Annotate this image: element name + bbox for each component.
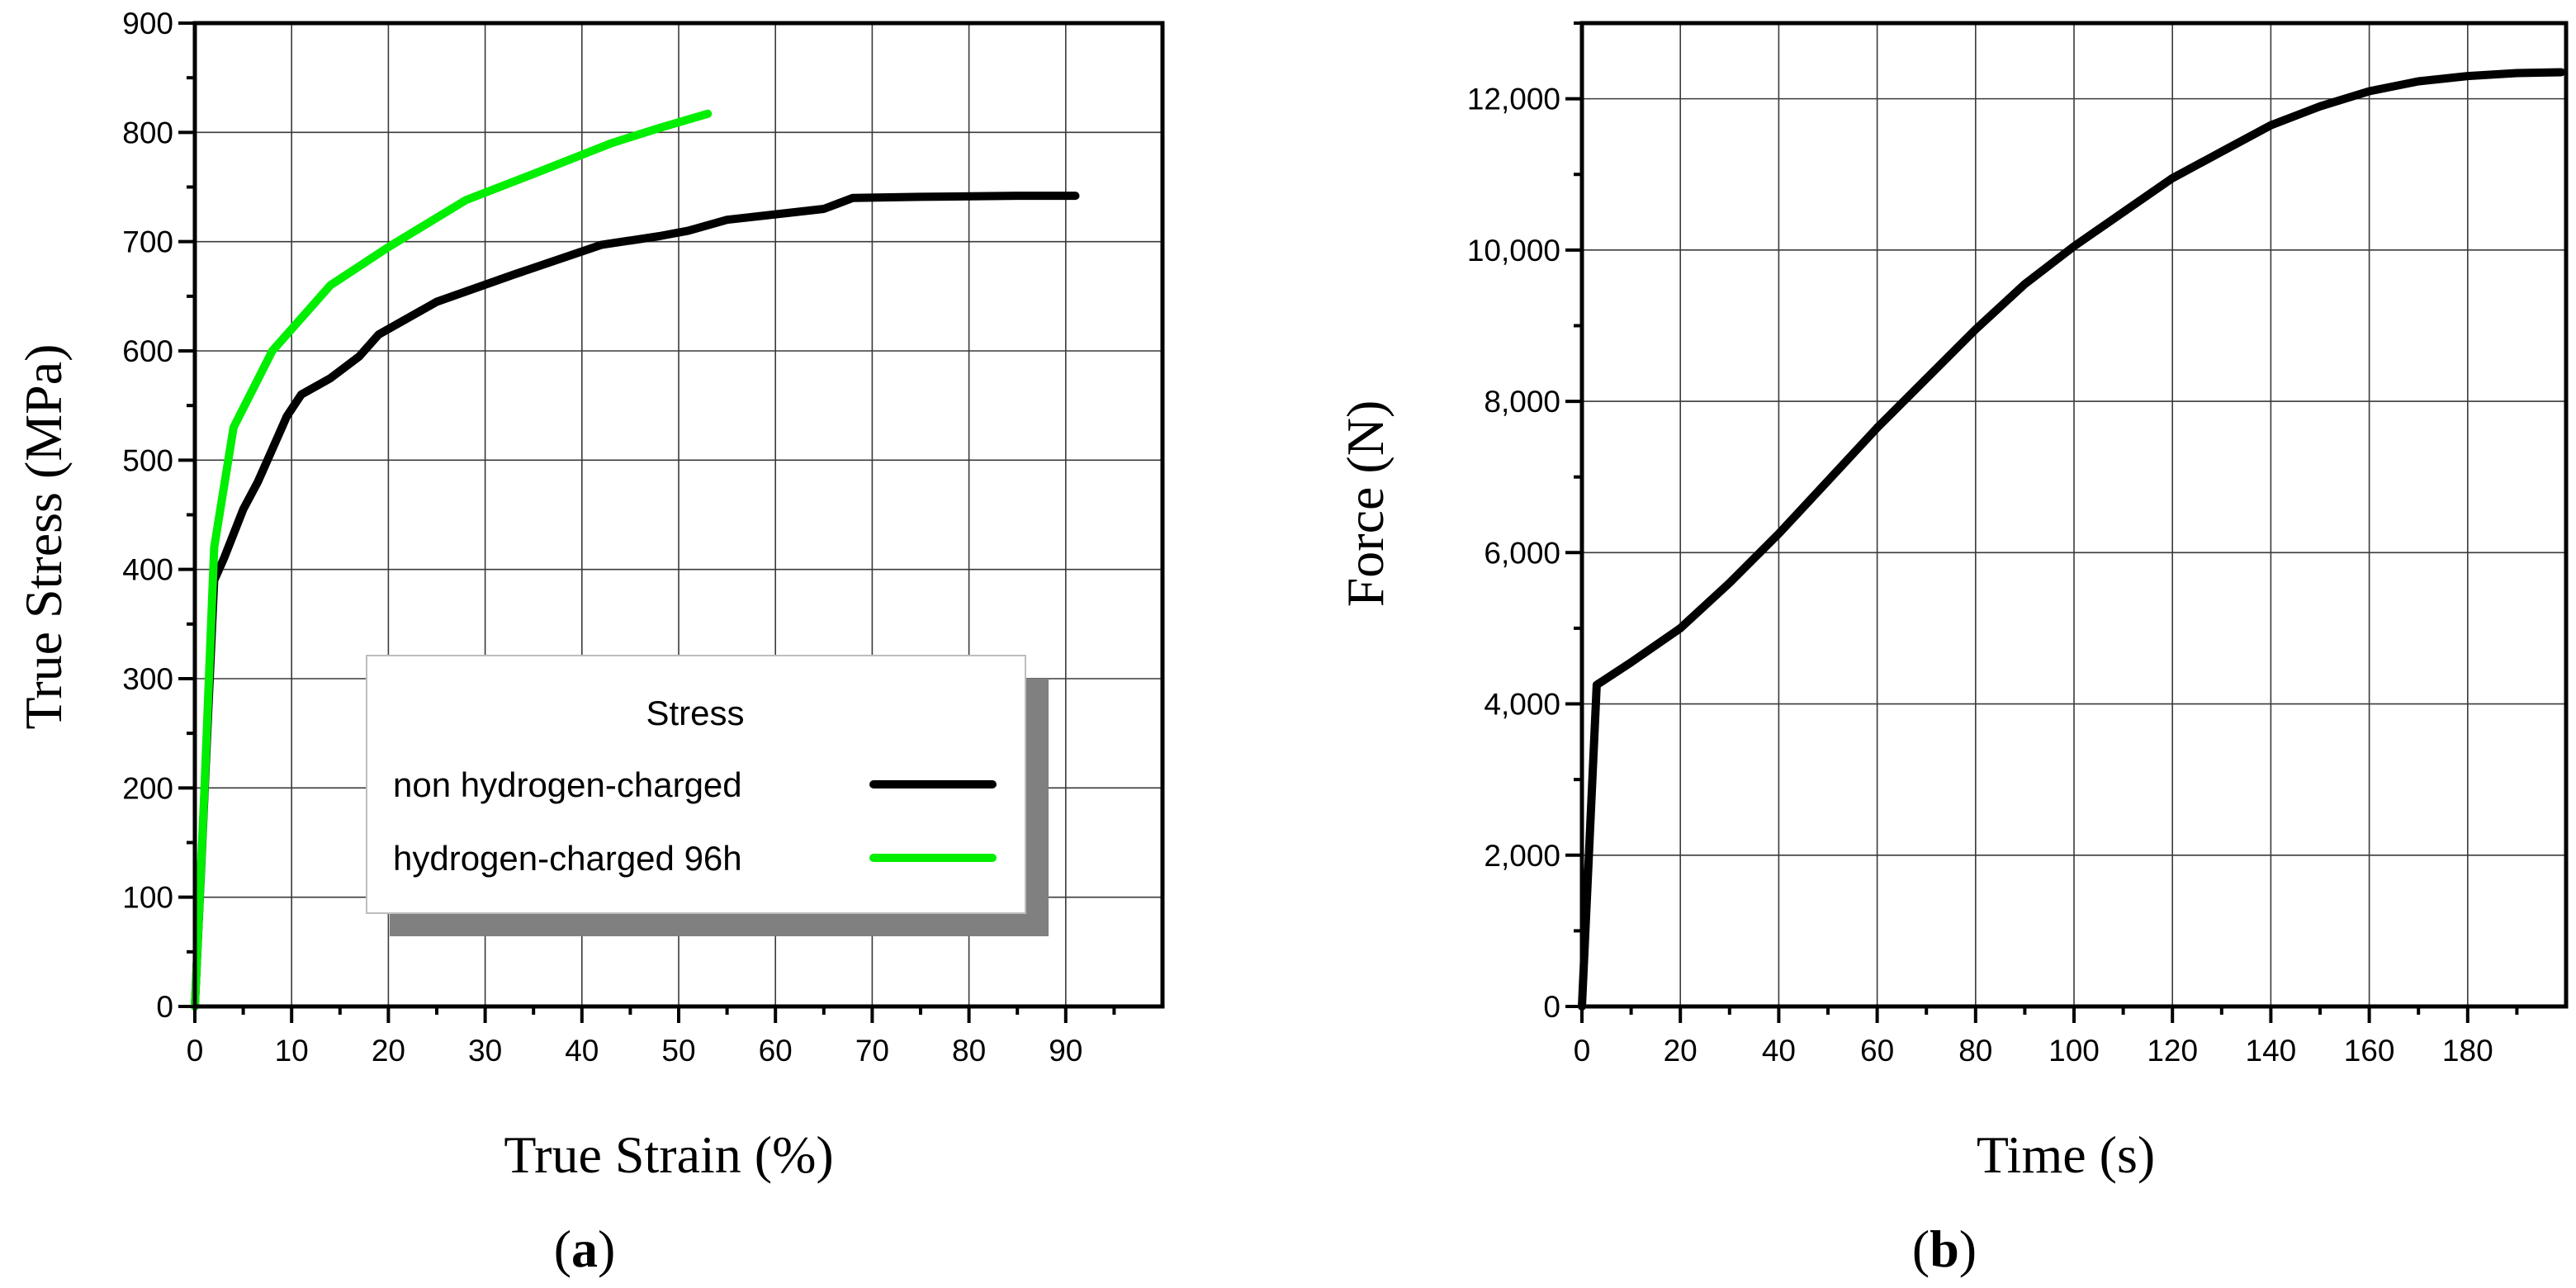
b-y-tick-label: 4,000 [1484, 688, 1560, 722]
legend-label-hydrogen-96h: hydrogen-charged 96h [393, 839, 742, 878]
series-line-force [1578, 68, 2565, 1011]
panel-a: Stress non hydrogen-charged hydrogen-cha… [14, 7, 1165, 1278]
a-y-tick-label: 100 [122, 881, 173, 915]
panel-label-a: (a) [554, 1219, 616, 1278]
a-y-tick-label: 500 [122, 443, 173, 477]
panel-label-b-letter: b [1930, 1219, 1959, 1278]
panel-label-b: (b) [1912, 1219, 1977, 1278]
b-y-tick-label: 10,000 [1467, 234, 1560, 268]
x-axis-title-strain: True Strain (%) [504, 1125, 833, 1184]
b-y-tick-label: 2,000 [1484, 839, 1560, 873]
b-x-tick-label: 180 [2442, 1034, 2493, 1068]
series-line-hydrogen-charged-96h [191, 109, 713, 1011]
x-axis-title-time: Time (s) [1977, 1125, 2155, 1184]
b-x-tick-label: 140 [2246, 1034, 2297, 1068]
b-x-tick-label: 60 [1860, 1034, 1894, 1068]
a-x-tick-label: 80 [952, 1034, 986, 1068]
a-y-tick-label: 300 [122, 662, 173, 696]
legend: Stress non hydrogen-charged hydrogen-cha… [366, 655, 1049, 936]
a-x-tick-label: 50 [661, 1034, 695, 1068]
y-axis-title-stress: True Stress (MPa) [14, 344, 73, 730]
a-y-tick-label: 400 [122, 553, 173, 587]
b-x-tick-label: 80 [1958, 1034, 1992, 1068]
b-x-tick-label: 120 [2147, 1034, 2198, 1068]
panel-b-axes: 0 20 40 60 80 100 120 140 160 180 0 2,000 4,000 6,000… [1467, 21, 2569, 1068]
a-y-tick-label: 800 [122, 116, 173, 149]
series-line-non-hydrogen-charged [191, 192, 1080, 1011]
b-x-tick-label: 0 [1574, 1034, 1591, 1068]
b-x-tick-label: 40 [1762, 1034, 1796, 1068]
a-x-tick-label: 10 [275, 1034, 309, 1068]
panel-a-series [191, 109, 1080, 1011]
a-x-tick-label: 0 [187, 1034, 204, 1068]
panel-a-axes: 0 10 20 30 40 50 60 70 80 90010020030040050060070… [122, 7, 1165, 1068]
a-y-tick-label: 700 [122, 225, 173, 259]
legend-title: Stress [646, 694, 744, 732]
b-x-tick-label: 160 [2344, 1034, 2395, 1068]
b-x-tick-label: 20 [1664, 1034, 1698, 1068]
a-x-tick-label: 70 [855, 1034, 889, 1068]
b-y-tick-label: 6,000 [1484, 536, 1560, 570]
panel-b-series [1578, 68, 2565, 1011]
panel-b: 0 20 40 60 80 100 120 140 160 180 0 2,000 4,000 6,000… [1336, 21, 2569, 1278]
a-y-tick-label: 200 [122, 771, 173, 805]
y-axis-title-force: Force (N) [1336, 400, 1395, 608]
a-y-tick-label: 900 [122, 7, 173, 40]
b-x-tick-label: 100 [2048, 1034, 2100, 1068]
a-x-tick-label: 60 [759, 1034, 793, 1068]
b-y-tick-label: 12,000 [1467, 83, 1560, 116]
a-y-tick-label: 600 [122, 334, 173, 368]
a-x-tick-label: 40 [565, 1034, 599, 1068]
legend-label-non-hydrogen: non hydrogen-charged [393, 765, 742, 804]
b-y-tick-label: 8,000 [1484, 385, 1560, 419]
a-x-tick-label: 90 [1049, 1034, 1082, 1068]
a-x-tick-label: 30 [468, 1034, 502, 1068]
a-x-tick-label: 20 [372, 1034, 405, 1068]
a-y-tick-label: 0 [156, 990, 173, 1024]
panel-b-grid [1582, 23, 2567, 1006]
b-y-tick-label: 0 [1543, 990, 1560, 1024]
panel-label-a-letter: a [571, 1219, 598, 1278]
